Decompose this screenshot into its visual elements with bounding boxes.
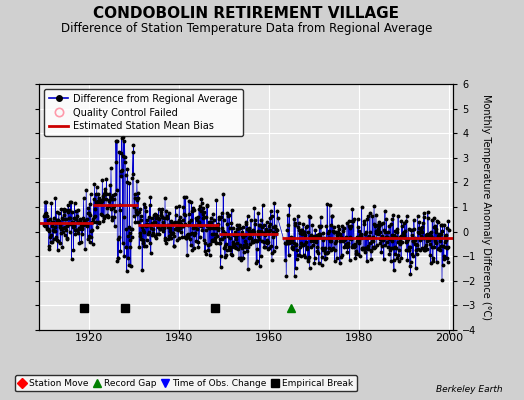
Text: Difference of Station Temperature Data from Regional Average: Difference of Station Temperature Data f… — [61, 22, 432, 35]
Text: 2000: 2000 — [435, 333, 463, 343]
Text: Berkeley Earth: Berkeley Earth — [436, 385, 503, 394]
Text: 1980: 1980 — [345, 333, 373, 343]
Y-axis label: Monthly Temperature Anomaly Difference (°C): Monthly Temperature Anomaly Difference (… — [481, 94, 491, 320]
Legend: Difference from Regional Average, Quality Control Failed, Estimated Station Mean: Difference from Regional Average, Qualit… — [44, 89, 243, 136]
Text: 1920: 1920 — [75, 333, 103, 343]
Text: 1940: 1940 — [165, 333, 193, 343]
Legend: Station Move, Record Gap, Time of Obs. Change, Empirical Break: Station Move, Record Gap, Time of Obs. C… — [15, 375, 357, 392]
Text: 1960: 1960 — [255, 333, 283, 343]
Text: CONDOBOLIN RETIREMENT VILLAGE: CONDOBOLIN RETIREMENT VILLAGE — [93, 6, 399, 21]
